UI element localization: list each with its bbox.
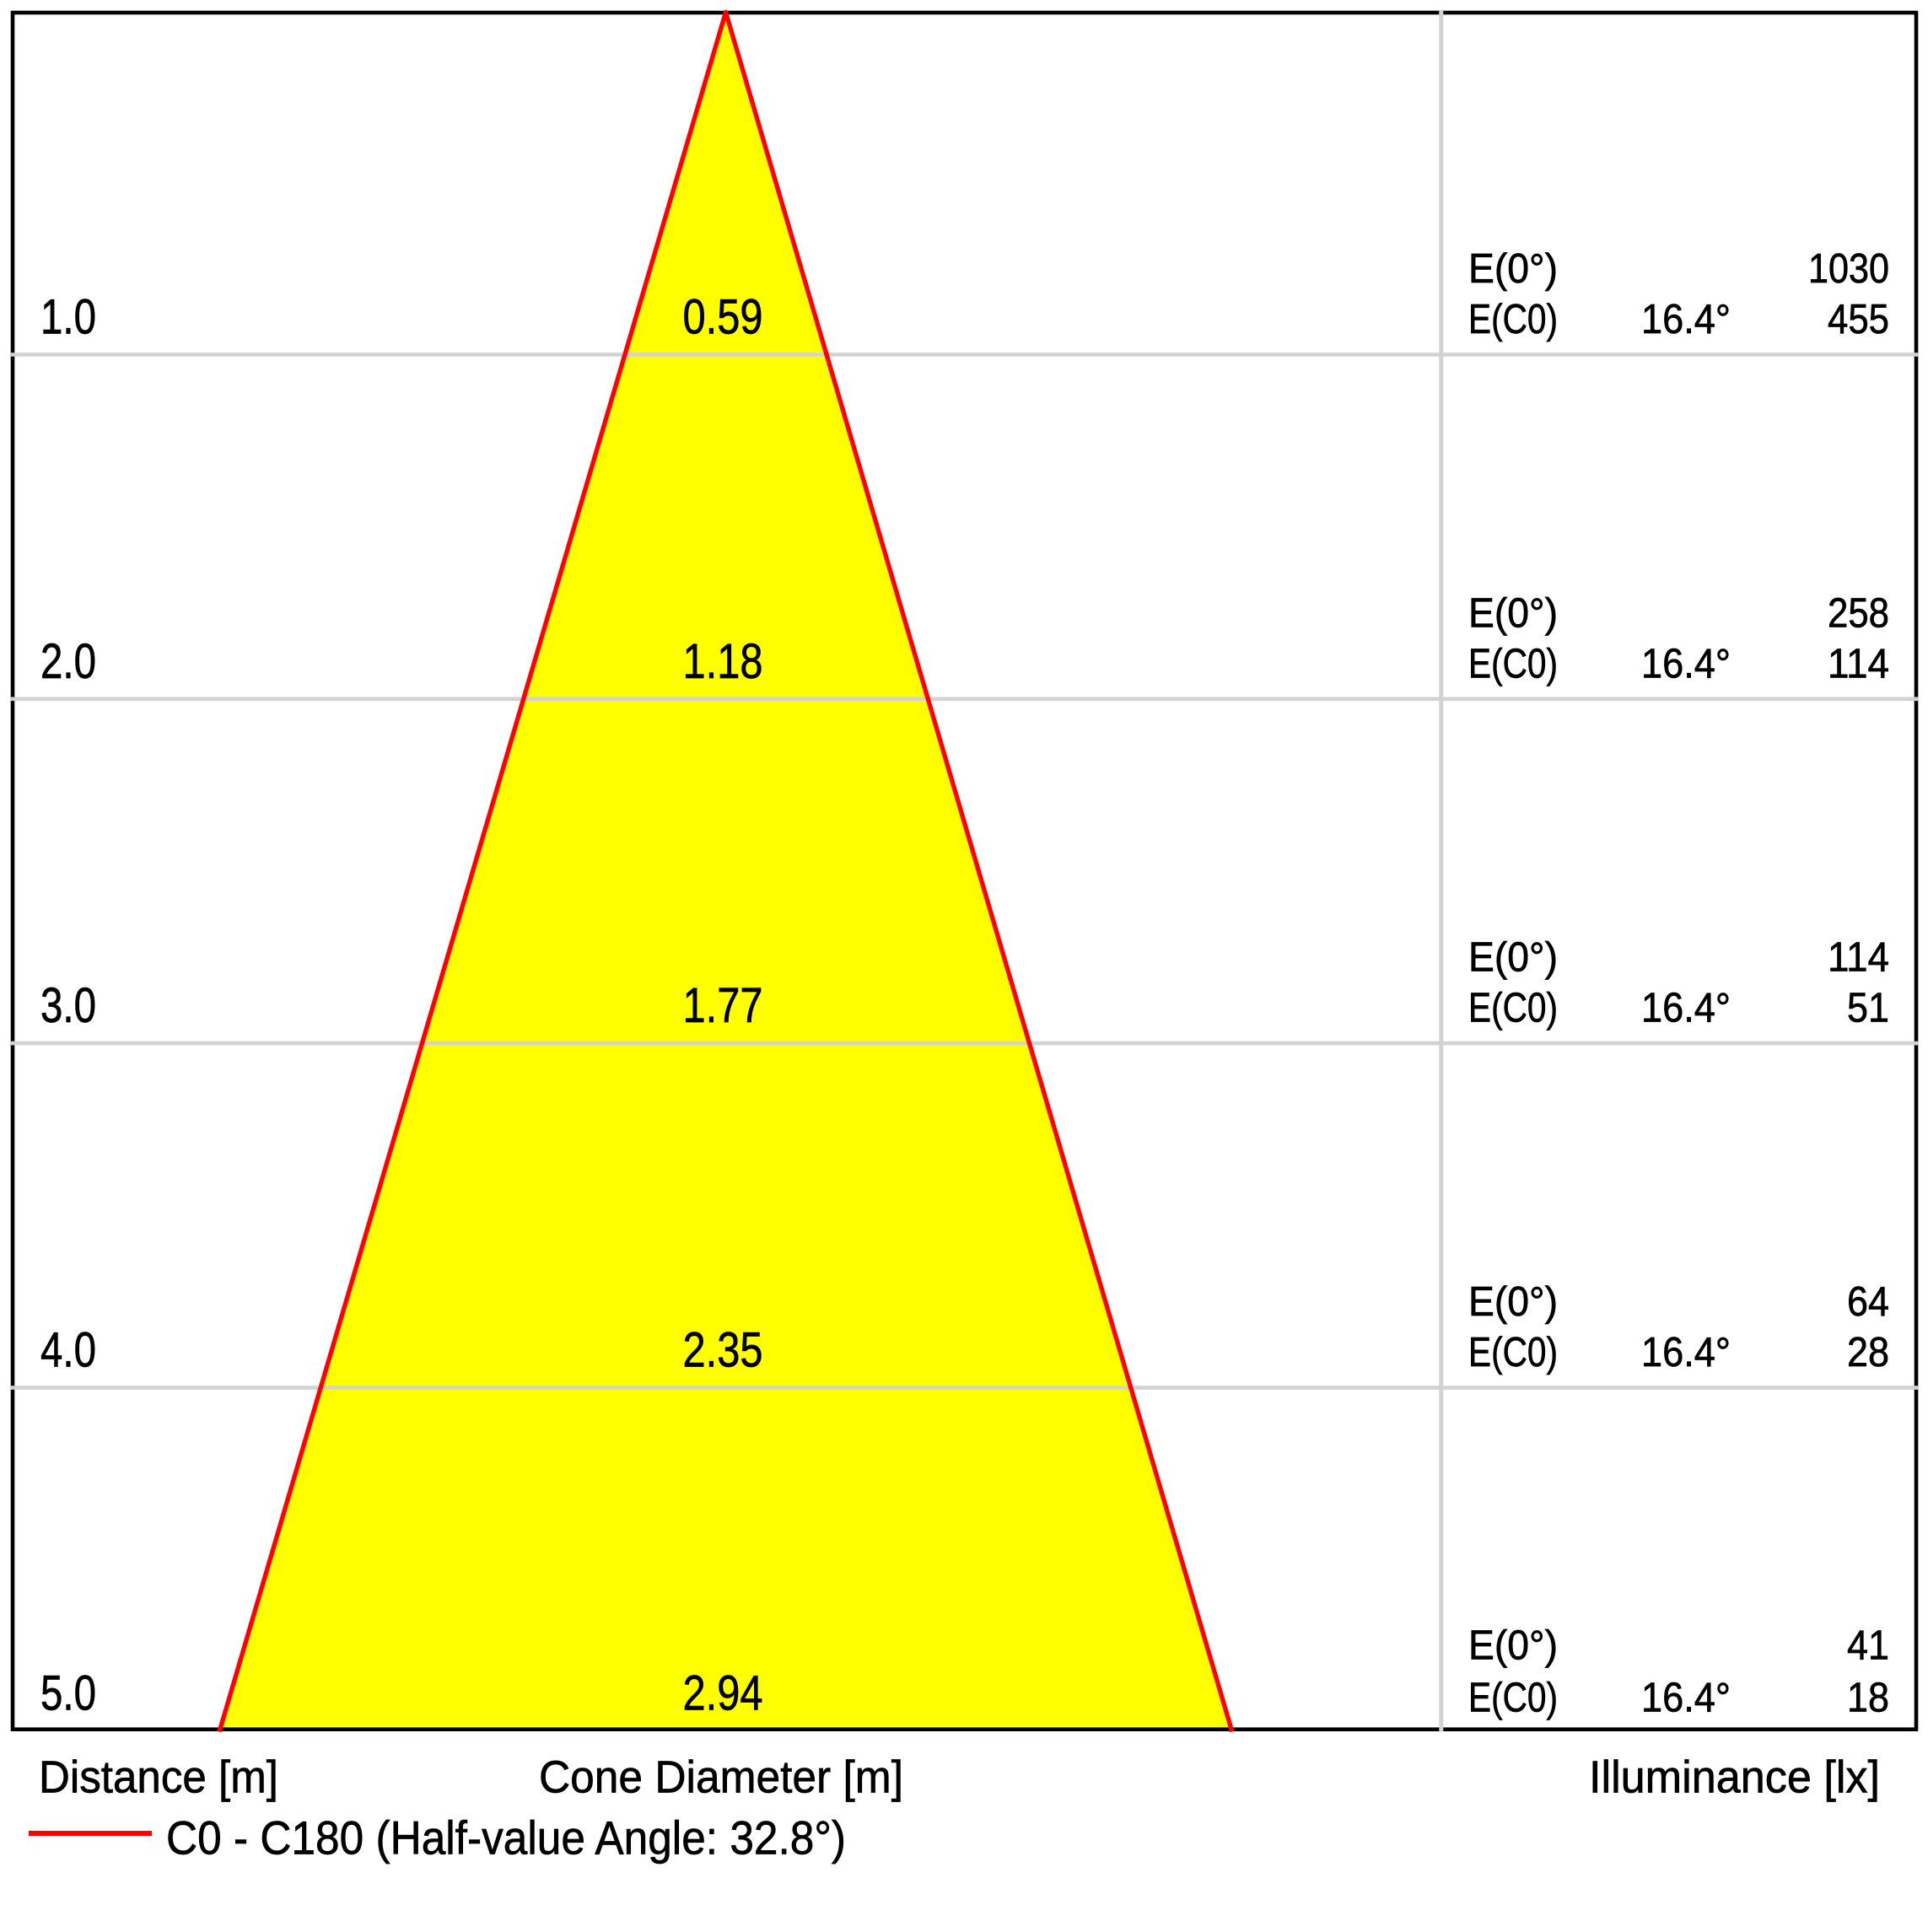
svg-text:2.35: 2.35 — [683, 1322, 763, 1377]
svg-text:1.18: 1.18 — [683, 634, 763, 689]
svg-text:3.0: 3.0 — [40, 978, 96, 1033]
svg-text:E(C0): E(C0) — [1468, 296, 1558, 342]
svg-text:Distance [m]: Distance [m] — [39, 1752, 278, 1803]
svg-text:E(0°): E(0°) — [1468, 934, 1558, 981]
svg-text:114: 114 — [1828, 640, 1889, 686]
svg-text:16.4°: 16.4° — [1641, 640, 1731, 686]
svg-text:E(0°): E(0°) — [1468, 1278, 1558, 1325]
svg-text:64: 64 — [1847, 1278, 1889, 1325]
svg-text:1030: 1030 — [1808, 245, 1889, 292]
svg-text:51: 51 — [1847, 985, 1889, 1031]
svg-text:2.94: 2.94 — [683, 1666, 763, 1721]
svg-text:C0 - C180 (Half-value Angle: 3: C0 - C180 (Half-value Angle: 32.8°) — [166, 1811, 846, 1865]
svg-text:E(C0): E(C0) — [1468, 640, 1558, 686]
svg-text:41: 41 — [1847, 1623, 1889, 1669]
svg-text:E(0°): E(0°) — [1468, 589, 1558, 636]
svg-text:1.0: 1.0 — [40, 290, 96, 345]
svg-text:E(0°): E(0°) — [1468, 1623, 1558, 1669]
svg-text:Cone Diameter [m]: Cone Diameter [m] — [539, 1752, 903, 1803]
svg-text:16.4°: 16.4° — [1641, 1675, 1731, 1721]
svg-text:18: 18 — [1847, 1675, 1889, 1721]
svg-text:5.0: 5.0 — [40, 1666, 96, 1721]
svg-text:E(C0): E(C0) — [1468, 1675, 1558, 1721]
svg-text:258: 258 — [1828, 589, 1889, 636]
svg-text:16.4°: 16.4° — [1641, 985, 1731, 1031]
svg-text:E(0°): E(0°) — [1468, 245, 1558, 292]
svg-text:16.4°: 16.4° — [1641, 1329, 1731, 1375]
svg-text:455: 455 — [1828, 296, 1889, 342]
svg-text:2.0: 2.0 — [40, 634, 96, 689]
svg-text:0.59: 0.59 — [683, 290, 763, 345]
svg-text:Illuminance [lx]: Illuminance [lx] — [1589, 1752, 1880, 1803]
svg-text:28: 28 — [1847, 1329, 1889, 1375]
svg-text:16.4°: 16.4° — [1641, 296, 1731, 342]
svg-text:E(C0): E(C0) — [1468, 1329, 1558, 1375]
svg-text:1.77: 1.77 — [683, 978, 763, 1033]
svg-text:E(C0): E(C0) — [1468, 985, 1558, 1031]
svg-text:114: 114 — [1828, 934, 1889, 981]
svg-text:4.0: 4.0 — [40, 1322, 96, 1377]
